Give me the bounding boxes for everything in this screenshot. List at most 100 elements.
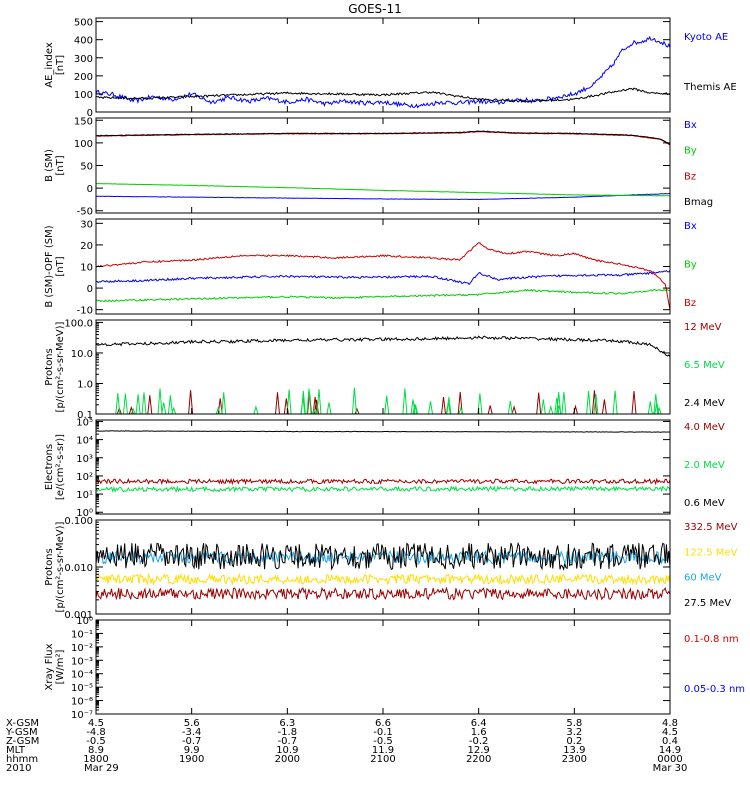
series-protons_lo-0 [96, 586, 670, 601]
x-tick-value: 14.9 [659, 745, 681, 756]
legend-b-0: Bx [684, 120, 697, 131]
chart-title: GOES-11 [348, 2, 402, 16]
y-tick-label-electrons: 10⁰ [76, 508, 93, 519]
x-tick-value: 13.9 [563, 745, 585, 756]
x-tick-value: 2000 [275, 754, 300, 765]
series-bdiff-2 [96, 242, 670, 310]
y-tick-label-xray: 10⁻¹ [71, 629, 93, 640]
x-tick-value: 12.9 [468, 745, 490, 756]
x-row-label: X-GSM [6, 718, 39, 729]
legend-protons_hi-1: 6.5 MeV [684, 360, 725, 371]
legend-xray-0: 0.1-0.8 nm [684, 634, 739, 645]
y-tick-label-protons_hi: 1.0 [77, 379, 93, 390]
y-tick-label-electrons: 10⁴ [76, 436, 93, 447]
series-protons_hi-2 [96, 335, 670, 357]
x-tick-value: 0000 [657, 754, 682, 765]
legend-b-3: Bmag [684, 197, 713, 208]
panel-electrons-frame [95, 419, 671, 515]
x-row-label: Z-GSM [6, 736, 39, 747]
y-tick-label-bdiff: -10 [77, 306, 93, 317]
x-tick-value: -0.2 [469, 736, 489, 747]
panel-protons_lo: 0.001 0.010 0.100Protons[p/(cm²-s-sr-MeV)]… [44, 516, 738, 621]
legend-ae-0: Kyoto AE [684, 32, 728, 43]
x-axis-annotation: X-GSMY-GSMZ-GSMMLThhmm20104.5-4.8-0.58.9… [5, 718, 687, 774]
x-tick-value: 4.5 [662, 727, 678, 738]
x-tick-value: 6.4 [471, 718, 487, 729]
y-tick-label-electrons: 10² [76, 472, 93, 483]
x-tick-value: 5.8 [566, 718, 582, 729]
y-tick-label-electrons: 10¹ [76, 490, 93, 501]
panel-ae-series [96, 35, 670, 109]
x-row-label: 2010 [6, 763, 31, 774]
y-axis-title-ae: AE_index[nT] [44, 42, 66, 88]
x-tick-value: -0.1 [373, 727, 393, 738]
series-protons_hi-1 [115, 387, 662, 414]
panel-b-series [96, 130, 670, 201]
x-tick-value: 11.9 [372, 745, 394, 756]
series-bdiff-1 [96, 288, 670, 303]
legend-protons_hi-0: 12 MeV [684, 322, 722, 333]
series-protons_lo-1 [96, 572, 670, 586]
y-tick-label-protons_lo: 0.100 [64, 516, 93, 527]
panel-xray: 10⁻⁷ 10⁻⁶ 10⁻⁵ 10⁻⁴ 10⁻³ 10⁻² 10⁻¹ 10⁰ Xray Flux… [44, 616, 745, 721]
y-axis-title-bdiff: B (SM)-OPF (SM)[nT] [44, 225, 66, 307]
panel-protons_lo-series [96, 541, 670, 601]
panel-electrons: 10⁰ 10¹ 10² 10³ 10⁴ 10⁵ Electrons[e/(cm²-s-sr)… [44, 417, 725, 519]
y-tick-label-protons_hi: 100.0 [64, 318, 93, 329]
y-tick-label-protons_hi: 0.1 [77, 410, 93, 421]
y-tick-label-protons_lo: 0.001 [64, 610, 93, 621]
y-tick-label-electrons: 10³ [76, 454, 93, 465]
y-tick-label-ae: 200 [74, 72, 93, 83]
y-tick-label-protons_lo: 0.010 [64, 563, 93, 574]
y-axis-title-electrons: Electrons[e/(cm²-s-sr)] [44, 434, 66, 500]
y-tick-label-electrons: 10⁵ [76, 417, 93, 428]
x-tick-value: 2200 [466, 754, 491, 765]
panel-bdiff-series [96, 242, 670, 310]
y-tick-label-b: 0 [87, 184, 93, 195]
panel-electrons-series [96, 430, 670, 493]
legend-protons_lo-1: 122.5 MeV [684, 547, 738, 558]
legend-protons_lo-0: 332.5 MeV [684, 522, 738, 533]
y-tick-label-bdiff: 30 [80, 219, 93, 230]
panel-protons_lo-frame [95, 519, 671, 615]
panel-bdiff: -10 0 10 20 30 B (SM)-OPF (SM)[nT] Bx By Bz [44, 218, 697, 317]
x-tick-value: -0.7 [182, 736, 202, 747]
y-tick-label-b: 100 [74, 139, 93, 150]
y-tick-label-ae: 500 [74, 18, 93, 29]
y-tick-label-xray: 10⁰ [76, 616, 93, 627]
panel-b: -50 0 50 100 150 B (SM)[nT] Bx By Bz Bmag [44, 116, 713, 217]
x-tick-value: 4.8 [662, 718, 678, 729]
x-tick-value: 1800 [83, 754, 108, 765]
legend-bdiff-2: Bz [684, 298, 696, 309]
series-b-3 [96, 130, 670, 145]
legend-protons_lo-3: 27.5 MeV [684, 598, 731, 609]
y-tick-label-b: -50 [77, 207, 93, 218]
y-tick-label-ae: 300 [74, 54, 93, 65]
legend-b-2: Bz [684, 171, 696, 182]
y-tick-label-ae: 400 [74, 36, 93, 47]
y-tick-label-xray: 10⁻⁴ [71, 670, 93, 681]
y-tick-label-ae: 0 [87, 108, 93, 119]
x-row-label: Y-GSM [5, 727, 38, 738]
legend-protons_lo-2: 60 MeV [684, 573, 722, 584]
panel-protons_hi-frame [95, 319, 671, 415]
series-ae-0 [96, 35, 670, 109]
legend-electrons-0: 4.0 MeV [684, 422, 725, 433]
panel-xray-frame [95, 619, 671, 715]
x-tick-value: 10.9 [276, 745, 298, 756]
series-ae-1 [96, 87, 670, 103]
x-tick-value: 6.6 [375, 718, 391, 729]
x-tick-value: 0.2 [566, 736, 582, 747]
x-tick-value: -0.5 [86, 736, 106, 747]
x-tick-value: 1900 [179, 754, 204, 765]
y-axis-title-protons_hi: Protons[p/(cm²-s-sr-MeV)] [44, 321, 66, 412]
y-tick-label-xray: 10⁻⁶ [71, 697, 93, 708]
y-tick-label-bdiff: 0 [87, 284, 93, 295]
panel-protons_hi-series [96, 335, 670, 414]
legend-xray-1: 0.05-0.3 nm [684, 684, 745, 695]
panel-protons_hi: 0.1 1.0 10.0 100.0Protons[p/(cm²-s-sr-MeV)]… [44, 318, 725, 421]
legend-b-1: By [684, 146, 697, 157]
series-electrons-2 [96, 430, 670, 433]
